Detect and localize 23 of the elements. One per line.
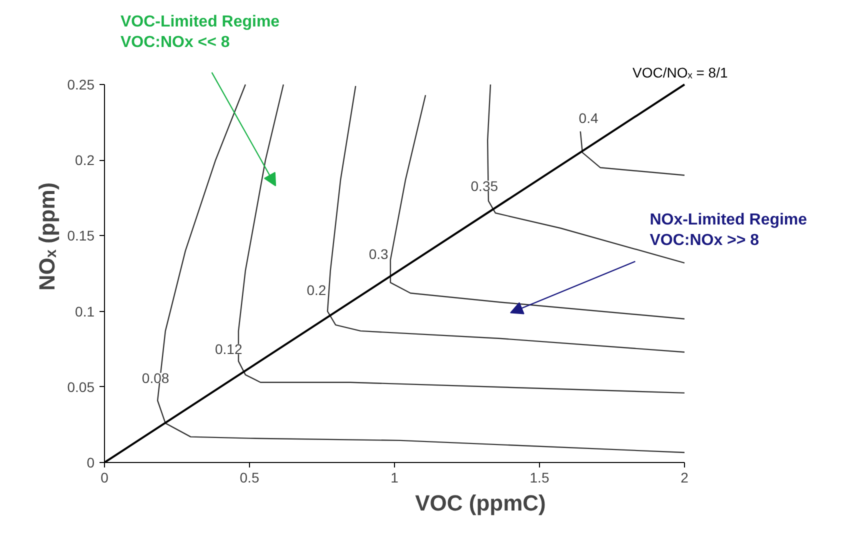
- y-axis-title: NOₓ (ppm): [34, 182, 60, 291]
- annotation: 0.12: [214, 341, 242, 358]
- y-tick-label: 0.2: [75, 152, 95, 168]
- x-axis-title: VOC (ppmC): [415, 490, 546, 516]
- series-label: VOC/NOₓ = 8/1: [632, 64, 728, 80]
- annotation: 0.08: [142, 370, 170, 386]
- annotation: 0.2: [306, 282, 326, 298]
- line-series: [580, 130, 686, 176]
- y-tick-label: 0.05: [67, 378, 95, 395]
- y-tick-label: 0.1: [75, 303, 95, 320]
- annotation: 0.3: [368, 246, 388, 262]
- x-tick-label: 0: [100, 470, 109, 486]
- y-tick-label: 0.25: [67, 76, 95, 92]
- annotation: NOx-Limited Regime VOC:NOx >> 8: [650, 212, 808, 249]
- annotation: 0.4: [578, 110, 598, 126]
- y-tick-label: 0.15: [67, 228, 95, 244]
- text: VOC-Limited Regime VOC:NOx << 8: [120, 13, 280, 51]
- x-tick-label: 1: [390, 470, 399, 486]
- annotation: 0.35: [470, 178, 498, 194]
- x-tick-label: 1.5: [530, 470, 550, 486]
- x-tick-label: 2: [680, 470, 689, 486]
- y-tick-label: 0: [86, 454, 95, 470]
- x-tick-label: 0.5: [240, 470, 260, 486]
